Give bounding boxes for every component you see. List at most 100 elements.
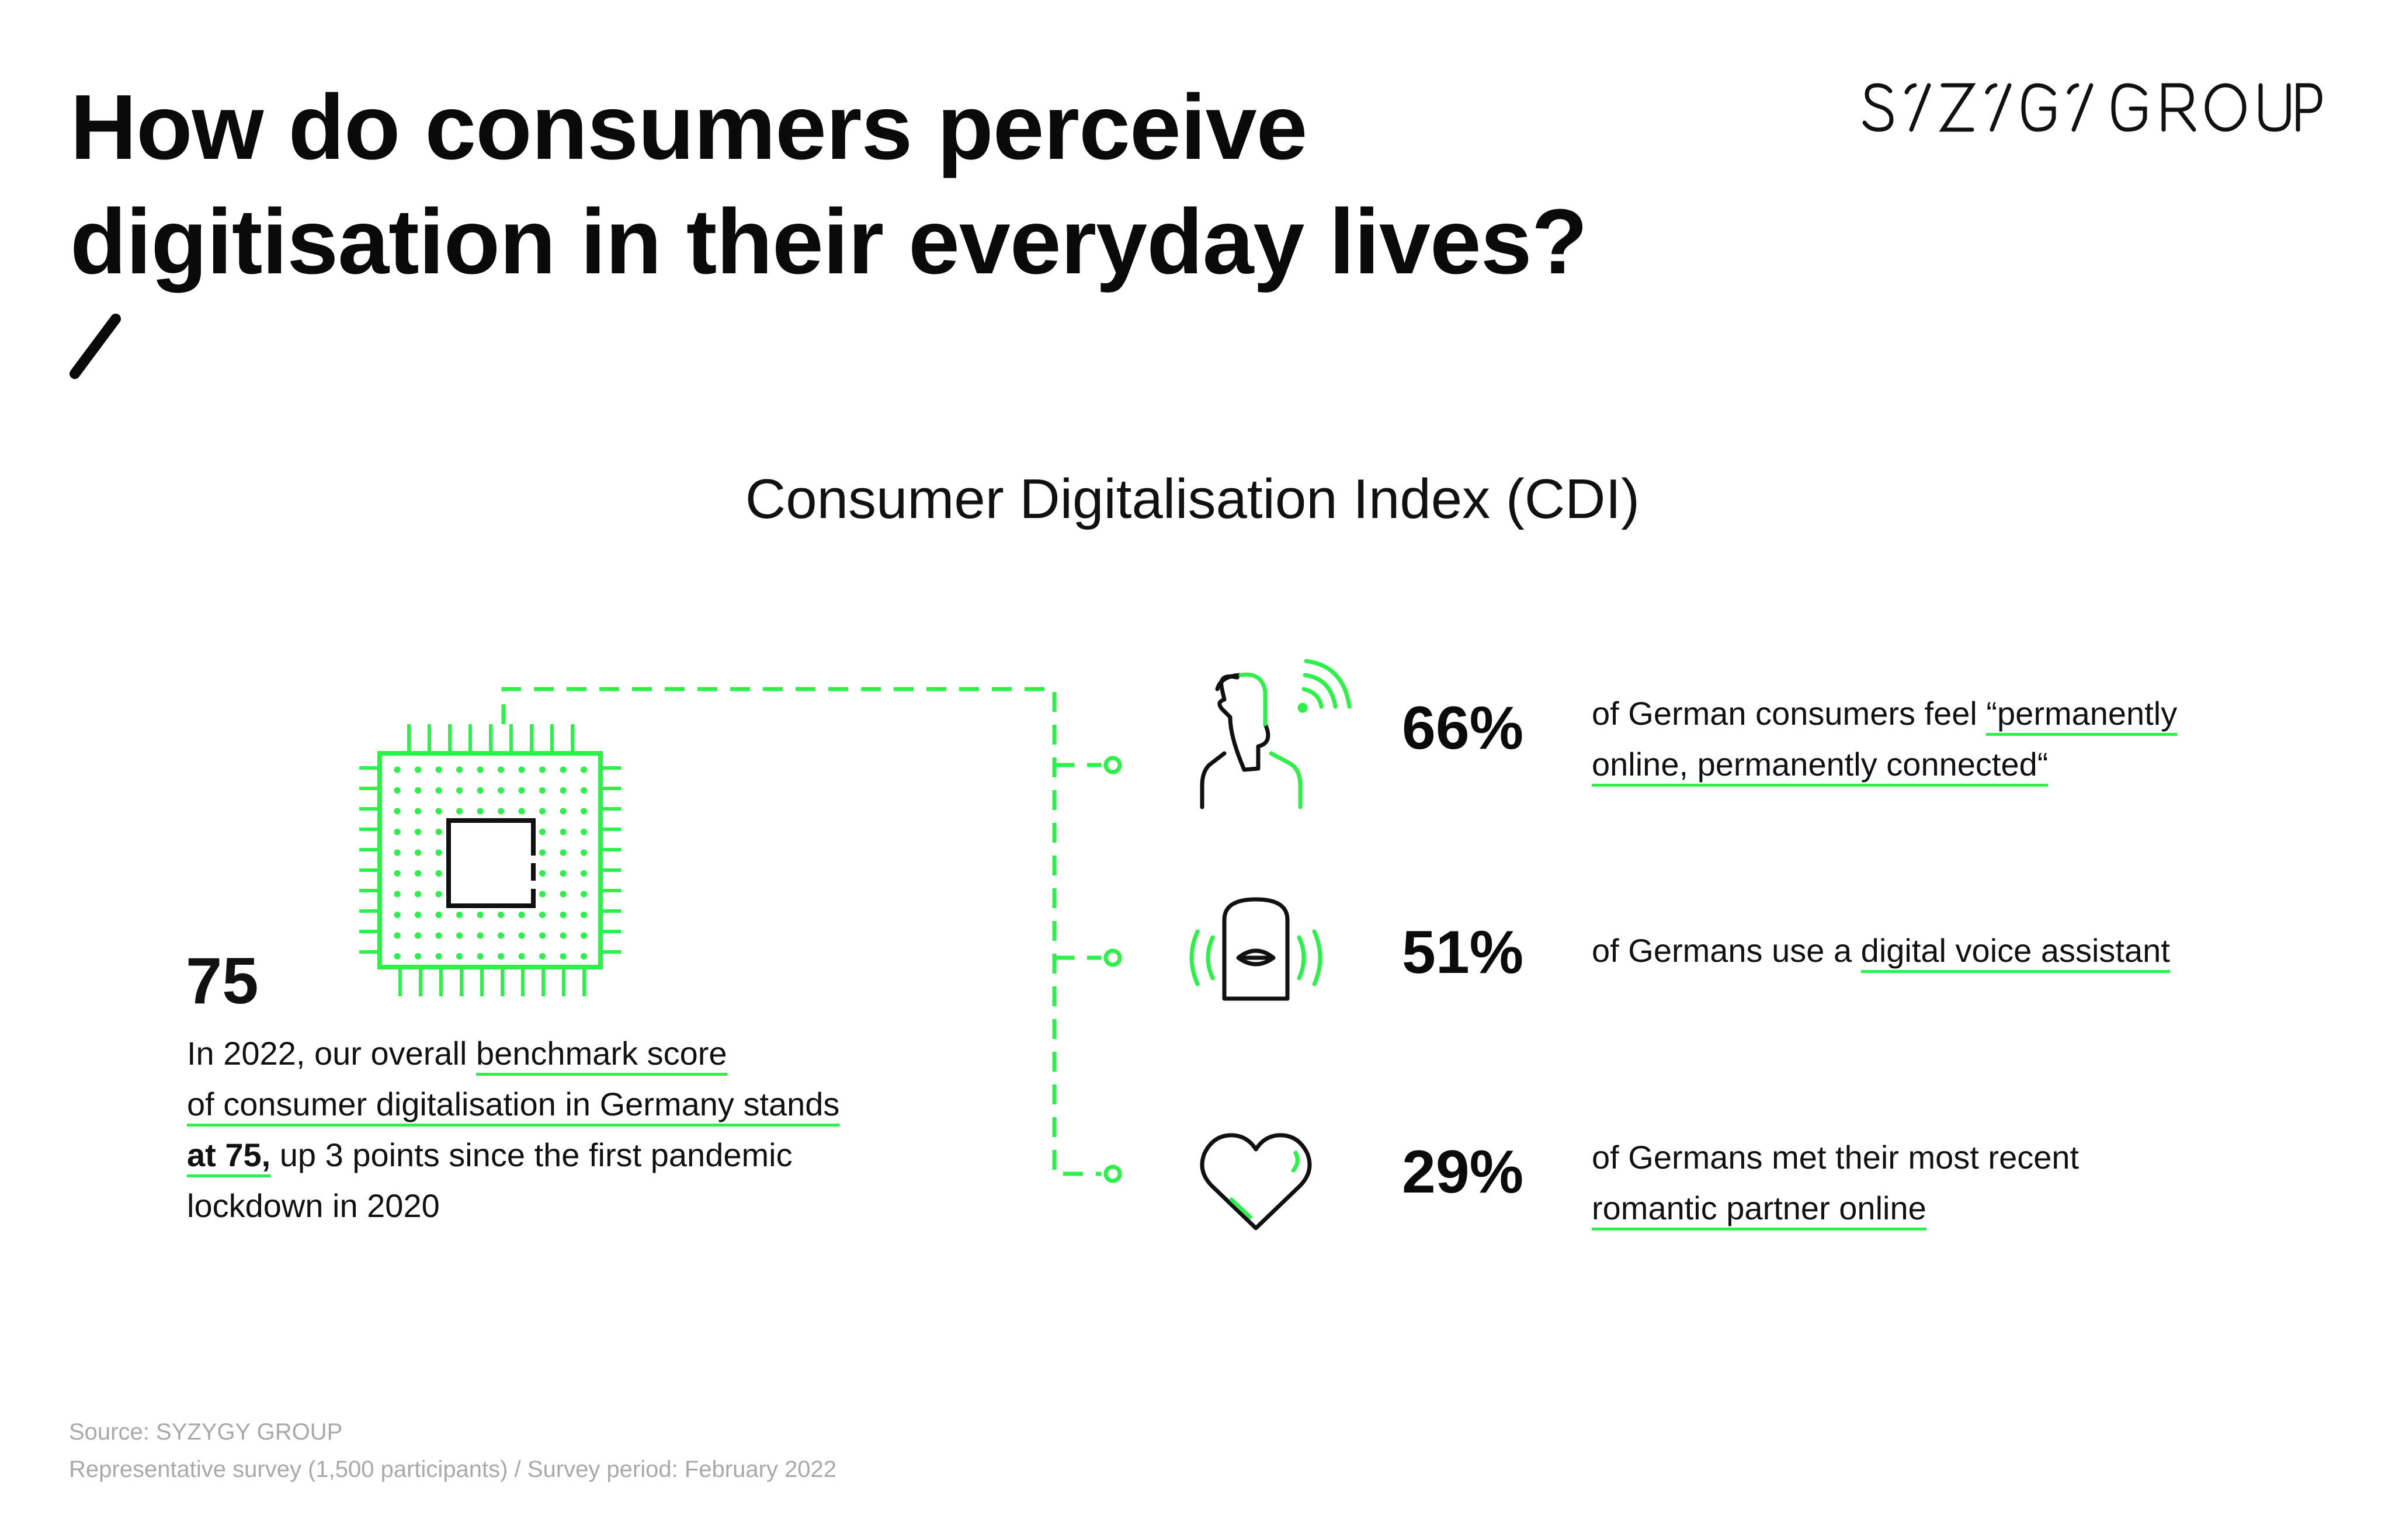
stat-percent-2: 51% bbox=[1402, 919, 1524, 986]
chip-dot bbox=[518, 912, 525, 918]
connector-node-3 bbox=[1103, 1164, 1122, 1183]
chip-dot bbox=[435, 808, 442, 815]
chip-dot bbox=[581, 912, 587, 918]
chip-dot bbox=[581, 787, 587, 794]
chip-dot bbox=[581, 849, 587, 856]
chip-body bbox=[377, 751, 603, 969]
chip-dot bbox=[560, 891, 567, 898]
connector-lines bbox=[501, 687, 1101, 1176]
chip-dot bbox=[560, 829, 567, 835]
stat-2-link-a: digital voice assistant bbox=[1860, 932, 2170, 973]
chip-dot bbox=[435, 912, 442, 918]
stat-percent-1: 66% bbox=[1402, 694, 1524, 762]
chip-dot bbox=[435, 953, 442, 960]
stat-3-link-a: romantic partner online bbox=[1592, 1190, 1926, 1230]
chip-dot bbox=[581, 953, 587, 960]
chip-dot bbox=[435, 849, 442, 856]
chip-dot bbox=[560, 849, 567, 856]
chip-dot bbox=[518, 787, 525, 794]
page-title: How do consumers perceive digitisation i… bbox=[70, 70, 1764, 299]
chip-dot bbox=[456, 808, 463, 815]
chip-dot bbox=[394, 912, 401, 918]
stat-2-plain: of Germans use a bbox=[1592, 932, 1861, 969]
chip-dot bbox=[415, 891, 421, 898]
chip-dot bbox=[581, 891, 587, 898]
chip-dot bbox=[539, 787, 546, 794]
person-connected-icon bbox=[1200, 659, 1352, 809]
chip-dot bbox=[456, 766, 463, 773]
summary-link-at75: at 75, bbox=[187, 1136, 271, 1177]
chip-dot bbox=[560, 953, 567, 960]
chip-dot bbox=[415, 932, 421, 939]
chip-dot bbox=[539, 932, 546, 939]
chip-dot bbox=[394, 766, 401, 773]
footer-source: Source: SYZYGY GROUP bbox=[69, 1419, 343, 1445]
chip-dot bbox=[415, 808, 421, 815]
chip-dot bbox=[415, 766, 421, 773]
chip-dot bbox=[415, 912, 421, 918]
chip-dot bbox=[498, 912, 504, 918]
chart-subtitle: Consumer Digitalisation Index (CDI) bbox=[745, 468, 1640, 530]
chip-dot bbox=[435, 891, 442, 898]
footer: Source: SYZYGY GROUP Representative surv… bbox=[69, 1413, 836, 1488]
chip-dot bbox=[456, 953, 463, 960]
chip-dot bbox=[560, 870, 567, 877]
stat-text-2: of Germans use a digital voice assistant bbox=[1592, 925, 2234, 976]
chip-dot bbox=[498, 953, 504, 960]
summary-link-consumer: of consumer digitalisation in Germany st… bbox=[187, 1086, 840, 1127]
chip-dot bbox=[477, 912, 484, 918]
chip-dot bbox=[539, 829, 546, 835]
chip-dot bbox=[581, 829, 587, 835]
chip-dot bbox=[581, 808, 587, 815]
chip-dot bbox=[539, 912, 546, 918]
chip-dot bbox=[415, 870, 421, 877]
chip-dot bbox=[518, 953, 525, 960]
chip-dot bbox=[394, 953, 401, 960]
chip-dot bbox=[477, 932, 484, 939]
chip-dot bbox=[415, 829, 421, 835]
chip-dot bbox=[456, 787, 463, 794]
chip-dot bbox=[435, 870, 442, 877]
chip-dot bbox=[415, 787, 421, 794]
chip-dot bbox=[560, 808, 567, 815]
chip-core bbox=[446, 818, 536, 908]
stat-1-link-b: online, permanently connected“ bbox=[1592, 746, 2049, 787]
chip-dot bbox=[477, 808, 484, 815]
summary-link-benchmark: benchmark score bbox=[475, 1035, 727, 1076]
score-value: 75 bbox=[186, 944, 259, 1017]
connector-node-2 bbox=[1103, 948, 1122, 967]
score-description: In 2022, our overall benchmark score of … bbox=[187, 1028, 946, 1231]
slash-decoration bbox=[70, 314, 121, 379]
chip-dot bbox=[394, 849, 401, 856]
chip-dot bbox=[581, 766, 587, 773]
chip-dot bbox=[477, 787, 484, 794]
chip-dot bbox=[477, 766, 484, 773]
chip-dot bbox=[560, 766, 567, 773]
stat-1-plain: of German consumers feel bbox=[1592, 695, 1987, 732]
chip-dot bbox=[435, 787, 442, 794]
chip-dot bbox=[539, 849, 546, 856]
chip-dot bbox=[394, 787, 401, 794]
chip-dot bbox=[539, 953, 546, 960]
stat-percent-3: 29% bbox=[1402, 1138, 1524, 1206]
voice-assistant-icon bbox=[1189, 897, 1322, 1001]
chip-dot bbox=[394, 870, 401, 877]
chip-dot bbox=[518, 808, 525, 815]
chip-dot bbox=[394, 891, 401, 898]
chip-dot bbox=[518, 766, 525, 773]
chip-dot bbox=[394, 829, 401, 835]
chip-dot bbox=[415, 953, 421, 960]
chip-icon bbox=[359, 724, 621, 996]
chip-dot bbox=[435, 932, 442, 939]
chip-dot bbox=[539, 808, 546, 815]
chip-dot bbox=[498, 932, 504, 939]
chip-dot bbox=[415, 849, 421, 856]
summary-text-3: lockdown in 2020 bbox=[187, 1187, 440, 1224]
footer-survey: Representative survey (1,500 participant… bbox=[69, 1456, 837, 1482]
stat-1-link-a: “permanently bbox=[1986, 695, 2178, 736]
heart-icon bbox=[1200, 1133, 1312, 1230]
title-line-1: How do consumers perceive bbox=[70, 76, 1308, 179]
chip-dot bbox=[581, 932, 587, 939]
chip-dot bbox=[539, 766, 546, 773]
